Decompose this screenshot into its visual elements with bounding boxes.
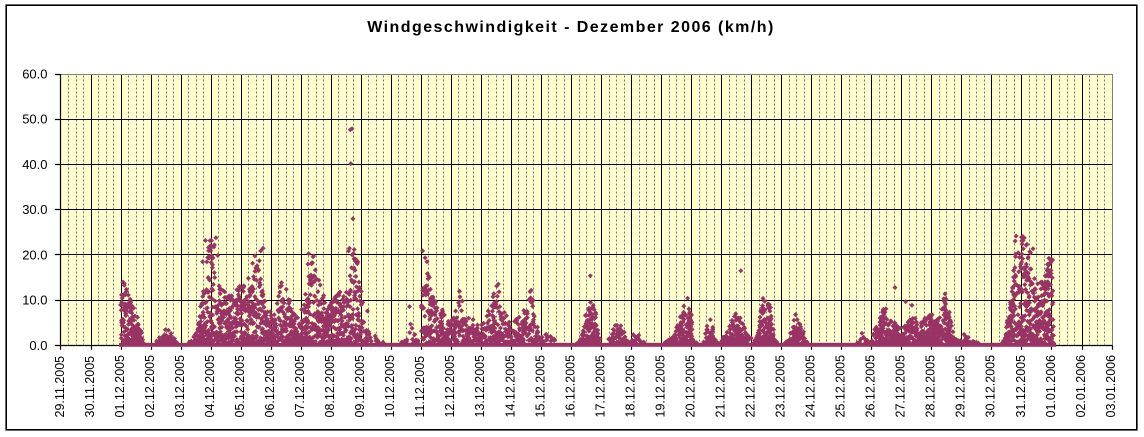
svg-text:30.0: 30.0	[22, 202, 47, 217]
svg-text:18.12.2005: 18.12.2005	[623, 355, 637, 418]
svg-text:23.12.2005: 23.12.2005	[774, 355, 788, 418]
svg-text:02.12.2005: 02.12.2005	[143, 355, 157, 418]
svg-text:15.12.2005: 15.12.2005	[533, 355, 547, 418]
svg-text:30.11.2005: 30.11.2005	[83, 356, 97, 418]
svg-text:50.0: 50.0	[22, 112, 47, 127]
svg-text:21.12.2005: 21.12.2005	[714, 355, 728, 418]
svg-text:20.0: 20.0	[22, 247, 47, 262]
svg-text:25.12.2005: 25.12.2005	[834, 355, 848, 418]
svg-text:11.12.2005: 11.12.2005	[413, 356, 427, 418]
svg-text:31.12.2005: 31.12.2005	[1014, 355, 1028, 418]
svg-text:12.12.2005: 12.12.2005	[443, 355, 457, 418]
svg-text:Windgeschwindigkeit - Dezember: Windgeschwindigkeit - Dezember 2006 (km/…	[367, 19, 775, 36]
svg-text:14.12.2005: 14.12.2005	[503, 355, 517, 418]
svg-text:29.12.2005: 29.12.2005	[954, 355, 968, 418]
svg-text:0.0: 0.0	[29, 338, 47, 353]
svg-text:22.12.2005: 22.12.2005	[744, 355, 758, 418]
svg-text:29.11.2005: 29.11.2005	[53, 356, 67, 418]
svg-text:13.12.2005: 13.12.2005	[473, 355, 487, 418]
svg-text:30.12.2005: 30.12.2005	[984, 355, 998, 418]
svg-text:17.12.2005: 17.12.2005	[593, 355, 607, 418]
svg-text:27.12.2005: 27.12.2005	[894, 355, 908, 418]
svg-text:05.12.2005: 05.12.2005	[233, 355, 247, 418]
svg-text:60.0: 60.0	[22, 66, 47, 81]
svg-text:20.12.2005: 20.12.2005	[683, 355, 697, 418]
svg-text:07.12.2005: 07.12.2005	[293, 355, 307, 418]
svg-text:10.12.2005: 10.12.2005	[383, 355, 397, 418]
svg-text:06.12.2005: 06.12.2005	[263, 355, 277, 418]
svg-text:10.0: 10.0	[22, 293, 47, 308]
svg-text:24.12.2005: 24.12.2005	[804, 355, 818, 418]
svg-text:04.12.2005: 04.12.2005	[203, 355, 217, 418]
svg-text:03.12.2005: 03.12.2005	[173, 355, 187, 418]
svg-text:19.12.2005: 19.12.2005	[653, 355, 667, 418]
svg-text:02.01.2006: 02.01.2006	[1074, 355, 1088, 418]
svg-text:08.12.2005: 08.12.2005	[323, 355, 337, 418]
svg-text:03.01.2006: 03.01.2006	[1104, 355, 1118, 418]
svg-text:16.12.2005: 16.12.2005	[563, 355, 577, 418]
svg-text:01.01.2006: 01.01.2006	[1044, 355, 1058, 418]
svg-text:26.12.2005: 26.12.2005	[864, 355, 878, 418]
svg-text:09.12.2005: 09.12.2005	[353, 355, 367, 418]
svg-text:28.12.2005: 28.12.2005	[924, 355, 938, 418]
svg-text:01.12.2005: 01.12.2005	[113, 355, 127, 418]
svg-text:40.0: 40.0	[22, 157, 47, 172]
